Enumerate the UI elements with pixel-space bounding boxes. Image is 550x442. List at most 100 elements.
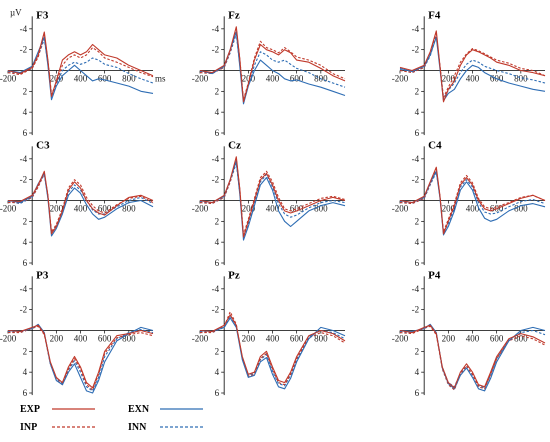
y-tick-label: 2 (23, 346, 28, 356)
series-inp-p4 (399, 325, 546, 391)
legend-label: INN (128, 422, 147, 433)
x-tick-label: 400 (466, 334, 480, 344)
y-tick-label: 4 (23, 367, 28, 377)
electrode-label: Pz (228, 269, 240, 281)
y-unit-label: µV (10, 7, 22, 17)
y-tick-label: 2 (23, 86, 28, 96)
x-tick-label: 400 (266, 204, 280, 214)
x-tick-label: -200 (0, 334, 17, 344)
y-tick-label: -2 (20, 175, 28, 185)
series-exn-f4 (399, 36, 546, 102)
y-tick-label: 4 (215, 107, 220, 117)
y-tick-label: 4 (215, 367, 220, 377)
series-inn-cz (199, 162, 346, 238)
y-tick-label: 2 (215, 346, 220, 356)
x-tick-label: -200 (0, 74, 17, 84)
y-tick-label: 6 (23, 388, 28, 398)
y-tick-label: -2 (212, 45, 220, 55)
x-tick-label: -200 (0, 204, 17, 214)
series-inp-c3 (8, 172, 154, 233)
y-tick-label: 6 (215, 258, 220, 268)
x-tick-label: 600 (290, 74, 304, 84)
series-inn-c4 (399, 171, 546, 234)
y-tick-label: -4 (412, 154, 420, 164)
y-tick-label: 6 (415, 258, 420, 268)
y-tick-label: 6 (23, 258, 28, 268)
x-tick-label: 600 (290, 334, 304, 344)
legend-entry-inn: INN (128, 422, 203, 433)
x-tick-label: -200 (392, 74, 409, 84)
series-inp-cz (199, 158, 346, 236)
y-tick-label: 4 (415, 107, 420, 117)
x-tick-label: -200 (192, 334, 209, 344)
panel-cz: -4 -2 2 4 6 -200 200 400 600 800 Cz (192, 139, 346, 268)
y-tick-label: 6 (215, 388, 220, 398)
series-inp-pz (200, 311, 346, 386)
y-tick-label: 4 (215, 237, 220, 247)
x-tick-label: -200 (392, 334, 409, 344)
x-tick-label: 400 (74, 204, 88, 214)
y-tick-label: -2 (20, 45, 28, 55)
y-tick-label: -4 (412, 284, 420, 294)
x-tick-label: -200 (392, 204, 409, 214)
x-tick-label: -200 (192, 74, 209, 84)
y-tick-label: -2 (412, 45, 420, 55)
legend-label: EXN (128, 404, 150, 415)
panel-c3: -4 -2 2 4 6 -200 200 400 600 800 C3 (0, 139, 154, 268)
x-tick-label: 200 (242, 74, 256, 84)
x-unit-label: ms (155, 74, 166, 84)
series-inn-f4 (399, 35, 546, 100)
y-tick-label: 4 (415, 367, 420, 377)
series-inp-f3 (7, 34, 154, 96)
y-tick-label: -4 (212, 154, 220, 164)
legend-entry-exn: EXN (128, 404, 203, 415)
y-tick-label: -2 (412, 305, 420, 315)
x-tick-label: 600 (290, 204, 304, 214)
electrode-label: Cz (228, 139, 241, 151)
y-tick-label: -2 (212, 305, 220, 315)
y-tick-label: 2 (215, 86, 220, 96)
x-tick-label: 800 (514, 74, 528, 84)
panel-p4: -4 -2 2 4 6 -200 200 400 600 800 P4 (392, 269, 546, 398)
electrode-label: F4 (428, 9, 441, 21)
x-tick-label: 200 (442, 334, 456, 344)
series-inp-p3 (8, 325, 154, 391)
legend-label: EXP (20, 404, 40, 415)
y-tick-label: -4 (20, 24, 28, 34)
x-tick-label: 400 (74, 334, 88, 344)
legend-entry-inp: INP (20, 422, 95, 433)
series-exp-pz (199, 314, 346, 384)
series-exn-p4 (399, 323, 546, 392)
x-tick-label: 200 (242, 334, 256, 344)
series-inp-fz (199, 28, 346, 101)
x-tick-label: 800 (122, 334, 136, 344)
series-exp-p3 (7, 324, 154, 389)
y-tick-label: 2 (215, 216, 220, 226)
x-tick-label: 600 (98, 204, 112, 214)
legend-entry-exp: EXP (20, 404, 95, 415)
x-tick-label: 400 (466, 74, 480, 84)
series-inn-pz (199, 315, 346, 387)
erp-panels: -4 -2 2 4 6 -200 200 400 600 800 µV ms F3 -4 -2 2 4 6 -200… (0, 7, 546, 398)
panel-pz: -4 -2 2 4 6 -200 200 400 600 800 Pz (192, 269, 346, 398)
x-tick-label: 800 (514, 334, 528, 344)
x-tick-label: 200 (242, 204, 256, 214)
series-exp-cz (199, 156, 346, 238)
series-exp-c4 (399, 166, 546, 235)
x-tick-label: 600 (98, 334, 112, 344)
x-tick-label: 200 (50, 204, 64, 214)
y-tick-label: 6 (415, 388, 420, 398)
electrode-label: Fz (228, 9, 240, 21)
x-tick-label: 800 (314, 334, 328, 344)
electrode-label: C3 (36, 139, 50, 151)
x-tick-label: 400 (466, 204, 480, 214)
series-exn-p3 (7, 323, 154, 394)
x-tick-label: 400 (266, 334, 280, 344)
x-tick-label: 400 (266, 74, 280, 84)
y-tick-label: -4 (212, 284, 220, 294)
